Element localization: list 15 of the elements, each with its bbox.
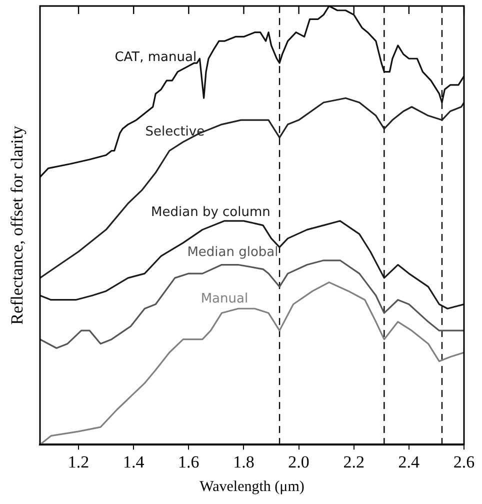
x-tick-label: 2.4 (398, 452, 420, 472)
series-label: Selective (145, 124, 205, 140)
series-label: Median global (187, 245, 278, 260)
x-axis-title: Wavelength (μm) (200, 478, 304, 495)
x-tick-label: 1.2 (68, 452, 90, 472)
x-tick-label: 1.8 (233, 452, 254, 472)
series-label: Median by column (151, 204, 270, 220)
x-tick-label: 2.2 (343, 452, 364, 472)
series-label: Manual (200, 292, 248, 307)
y-axis-title: Reflectance, offset for clarity (7, 125, 26, 325)
x-tick-label: 1.6 (178, 452, 200, 472)
x-tick-label: 2.0 (288, 452, 310, 472)
x-tick-label: 2.6 (453, 452, 475, 472)
x-tick-label: 1.4 (122, 452, 145, 472)
series-label: CAT, manual (114, 50, 197, 66)
